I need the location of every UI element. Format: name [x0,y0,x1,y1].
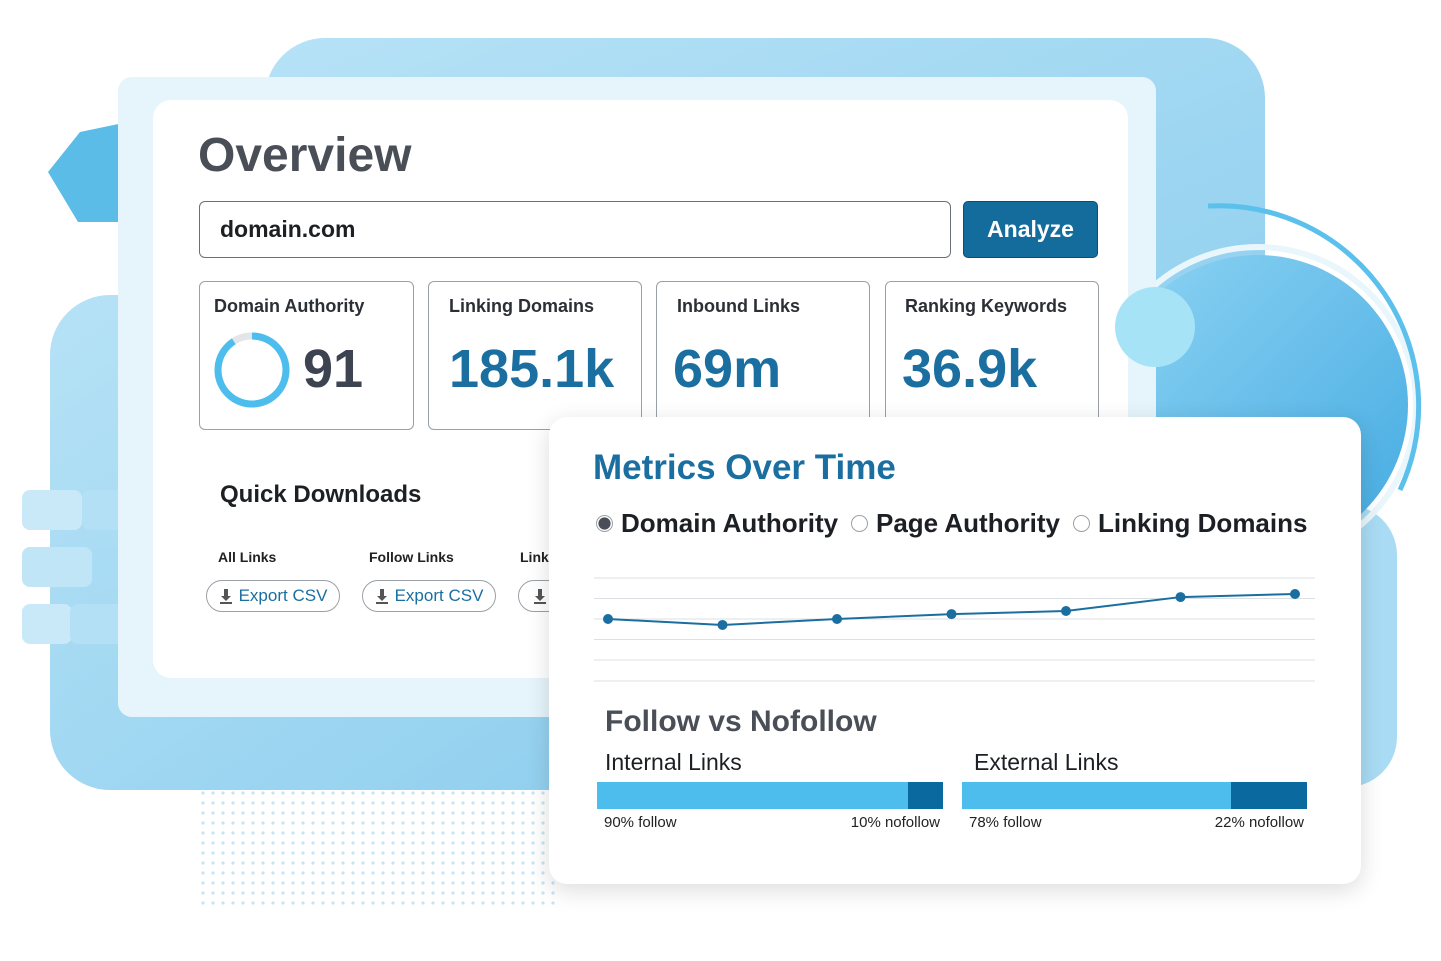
download-icon [375,589,388,604]
nofollow-bar [908,782,943,809]
metric-label: Ranking Keywords [905,296,1068,316]
export-text: Export CSV [238,586,328,605]
quick-downloads-title: Quick Downloads [220,481,422,508]
download-icon [534,589,546,604]
metric-card: Ranking Keywords 36.9k [885,281,1099,430]
download-label: Follow Links [369,549,454,565]
export-button[interactable]: Export CSV [362,580,496,612]
metric-label: Domain Authority [214,296,365,316]
group-label: External Links [974,749,1119,775]
export-text: Export CSV [394,586,484,605]
follow-bar [597,782,909,809]
radio-option[interactable]: Domain Authority [596,508,838,539]
search-input[interactable]: domain.com [199,201,951,258]
metric-value: 69m [673,339,782,399]
ring-arc [214,332,290,408]
export-button[interactable]: Export CSV [206,580,340,612]
radio-dot [851,515,868,532]
metric-label: Inbound Links [677,296,800,316]
metric-value: 185.1k [449,339,615,399]
overview-title: Overview [198,129,412,182]
metric-label: Linking Domains [449,296,595,316]
follow-bar [962,782,1232,809]
radio-label: Domain Authority [621,508,839,538]
radio-dot [596,515,613,532]
metric-card: Linking Domains 185.1k [428,281,642,430]
download-label: All Links [218,549,277,565]
follow-label: 90% follow [604,814,677,831]
radio-option[interactable]: Page Authority [851,508,1060,539]
nofollow-label: 22% nofollow [1214,814,1304,831]
follow-label: 78% follow [969,814,1042,831]
authority-ring [214,332,290,408]
metric-value: 36.9k [902,339,1038,399]
metric-card: Domain Authority 91 [199,281,414,430]
nofollow-bar [1231,782,1307,809]
radio-label: Linking Domains [1098,508,1308,538]
radio-option[interactable]: Linking Domains [1073,508,1307,539]
analyze-button[interactable]: Analyze [963,201,1098,258]
search-value: domain.com [220,216,356,242]
group-label: Internal Links [605,749,742,775]
radio-label: Page Authority [876,508,1060,538]
download-label: Link [520,549,549,565]
download-icon [219,589,232,604]
nofollow-label: 10% nofollow [850,814,940,831]
radio-dot [1073,515,1090,532]
metrics-title: Metrics Over Time [593,448,896,487]
metric-value: 91 [303,339,364,399]
metric-card: Inbound Links 69m [656,281,870,430]
follow-title: Follow vs Nofollow [605,705,877,738]
